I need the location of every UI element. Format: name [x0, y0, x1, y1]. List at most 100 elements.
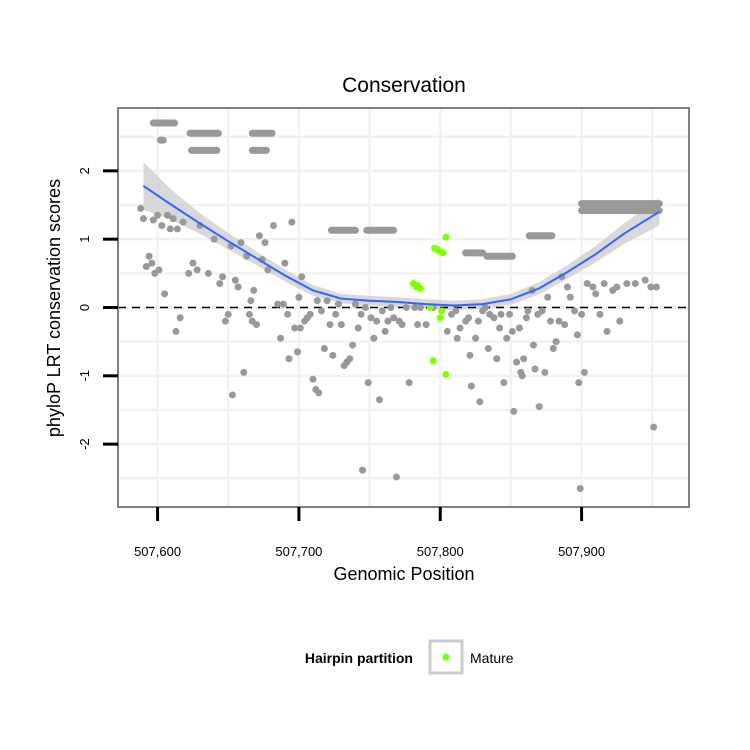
data-point: [503, 334, 511, 342]
data-point: [465, 314, 473, 322]
data-point: [161, 290, 169, 298]
data-point: [185, 269, 193, 277]
data-point: [326, 321, 334, 329]
data-point: [351, 300, 359, 308]
data-point: [224, 310, 232, 318]
data-point: [274, 300, 282, 308]
data-point: [422, 321, 430, 329]
data-point: [392, 473, 400, 481]
data-point: [193, 266, 201, 274]
data-point: [281, 259, 289, 267]
data-point: [623, 280, 631, 288]
data-point: [359, 466, 367, 474]
x-tick-label: 507,900: [558, 544, 605, 559]
data-point: [247, 297, 255, 305]
y-tick-label: -1: [77, 370, 92, 382]
data-point: [149, 216, 157, 224]
data-point: [589, 283, 597, 291]
data-point: [481, 304, 489, 311]
mature-point: [442, 370, 450, 378]
data-point: [277, 334, 285, 342]
data-point: [381, 327, 389, 335]
data-point: [443, 327, 451, 335]
data-point: [172, 327, 180, 335]
x-tick-label: 507,600: [134, 544, 181, 559]
data-point: [137, 204, 145, 212]
y-axis-title: phyloP LRT conservation scores: [44, 179, 64, 437]
data-point: [452, 307, 460, 315]
data-point: [652, 283, 660, 291]
data-point: [296, 324, 304, 332]
x-tick-label: 507,800: [417, 544, 464, 559]
mature-point: [416, 284, 424, 292]
data-point: [552, 338, 560, 346]
data-point: [398, 321, 406, 329]
mature-point: [429, 357, 437, 365]
data-point: [476, 398, 484, 406]
data-point: [573, 331, 581, 339]
data-point: [496, 324, 504, 332]
data-point: [384, 317, 392, 325]
data-point: [332, 310, 340, 318]
data-point: [245, 310, 253, 318]
data-point: [411, 304, 419, 311]
data-point: [306, 310, 314, 318]
data-point: [354, 324, 362, 332]
data-point: [219, 273, 227, 281]
data-point: [295, 293, 303, 301]
data-point: [497, 310, 505, 318]
data-point: [549, 344, 557, 352]
data-point: [563, 283, 571, 291]
data-point: [253, 321, 261, 329]
data-point: [474, 317, 482, 325]
y-tick-label: 0: [77, 304, 92, 311]
data-point: [231, 276, 239, 284]
data-point: [535, 403, 543, 411]
data-point: [378, 307, 386, 315]
data-point: [524, 307, 532, 315]
data-point: [145, 252, 153, 260]
data-point: [228, 391, 236, 399]
data-point: [309, 375, 317, 383]
data-point: [647, 283, 655, 291]
data-point: [456, 324, 464, 332]
data-point: [264, 266, 272, 274]
smooth-curve: [142, 185, 660, 307]
y-tick-label: -2: [77, 438, 92, 450]
data-point: [288, 218, 296, 226]
data-point: [616, 317, 624, 325]
data-point: [583, 280, 591, 288]
data-point: [237, 239, 245, 247]
data-point: [154, 211, 162, 219]
data-point: [269, 222, 277, 230]
data-point: [373, 317, 381, 325]
data-point: [650, 423, 658, 431]
data-point: [320, 344, 328, 352]
data-point: [367, 314, 375, 322]
data-point: [169, 215, 177, 223]
data-point: [453, 334, 461, 342]
data-point: [216, 280, 224, 288]
data-point: [179, 218, 187, 226]
data-point: [285, 355, 293, 363]
legend-title: Hairpin partition: [305, 650, 413, 666]
data-point: [334, 300, 342, 308]
data-point: [279, 300, 287, 308]
data-point: [390, 314, 398, 322]
data-point: [221, 317, 229, 325]
data-point: [357, 310, 365, 318]
data-point: [313, 297, 321, 305]
data-point: [513, 358, 521, 366]
data-point: [163, 211, 171, 219]
data-point: [578, 310, 586, 318]
data-point: [210, 235, 218, 243]
mature-point: [436, 314, 444, 322]
data-point: [467, 382, 475, 390]
data-point: [204, 269, 212, 277]
data-point: [493, 355, 501, 363]
data-point: [405, 379, 413, 387]
data-point: [531, 365, 539, 373]
y-axis: -2 -1 0 1 2: [77, 167, 118, 450]
data-point: [641, 276, 649, 284]
